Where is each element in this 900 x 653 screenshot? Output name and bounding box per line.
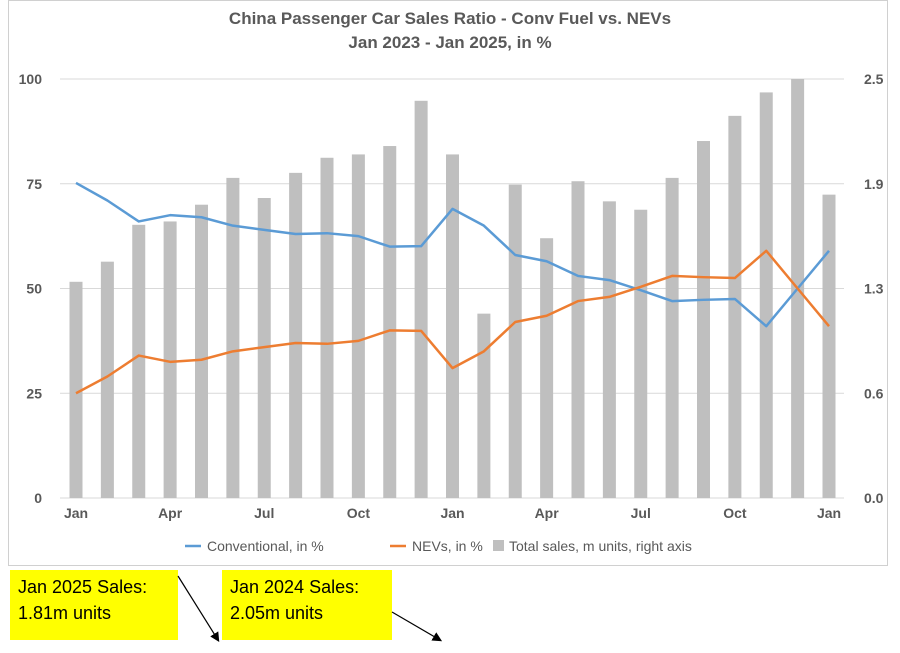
note-line: Jan 2025 Sales:: [18, 577, 148, 597]
note-jan-2024: Jan 2024 Sales: 2.05m units: [222, 570, 392, 640]
x-axis-tick: Jan: [440, 505, 464, 521]
left-axis-tick: 100: [19, 71, 43, 87]
legend-marker: [493, 540, 504, 551]
bar-total-sales: [351, 154, 365, 499]
x-axis-tick: Jul: [631, 505, 651, 521]
note-line: Jan 2024 Sales:: [230, 577, 360, 597]
bar-total-sales: [697, 141, 710, 498]
x-axis-tick: Oct: [347, 505, 371, 521]
bar-total-sales: [132, 224, 146, 498]
line-conventional: [75, 181, 830, 328]
right-axis-tick: 1.9: [864, 176, 884, 192]
x-axis-tick: Oct: [723, 505, 747, 521]
x-axis-tick: Jan: [817, 505, 841, 521]
x-axis-tick: Apr: [158, 505, 183, 521]
bar-total-sales: [571, 181, 585, 498]
legend-label: Total sales, m units, right axis: [509, 538, 692, 554]
right-axis-tick: 2.5: [864, 71, 884, 87]
bar-total-sales: [163, 221, 177, 498]
bar-total-sales: [320, 157, 334, 498]
bar-total-sales: [69, 281, 83, 498]
bar-total-sales: [540, 238, 554, 498]
bar-total-sales: [195, 204, 208, 498]
bar-total-sales: [383, 146, 397, 499]
bar-total-sales: [100, 261, 114, 498]
bar-total-sales: [477, 313, 491, 498]
bar-total-sales: [602, 201, 616, 498]
chart-subtitle: Jan 2023 - Jan 2025, in %: [348, 33, 551, 52]
legend-label: Conventional, in %: [207, 538, 324, 554]
bar-total-sales: [665, 177, 679, 498]
note-jan-2025: Jan 2025 Sales: 1.81m units: [10, 570, 178, 640]
left-axis-tick: 0: [34, 490, 42, 506]
left-axis-tick: 25: [26, 385, 42, 401]
bar-total-sales: [226, 177, 240, 498]
chart-frame: [8, 0, 888, 566]
bar-total-sales: [289, 172, 303, 498]
legend-label: NEVs, in %: [412, 538, 483, 554]
chart-title: China Passenger Car Sales Ratio - Conv F…: [229, 9, 671, 28]
line-nevs: [75, 249, 830, 395]
x-axis-tick: Apr: [535, 505, 560, 521]
bar-total-sales: [822, 194, 836, 499]
bar-total-sales: [728, 115, 742, 498]
bar-total-sales: [634, 209, 648, 498]
right-axis-tick: 0.6: [864, 385, 884, 401]
left-axis-tick: 50: [26, 281, 42, 297]
note-line: 1.81m units: [18, 603, 112, 623]
x-axis-tick: Jan: [64, 505, 88, 521]
bar-total-sales: [508, 184, 522, 498]
x-axis-tick: Jul: [254, 505, 274, 521]
right-axis-tick: 1.3: [864, 281, 884, 297]
note-line: 2.05m units: [230, 603, 324, 623]
right-axis-tick: 0.0: [864, 490, 884, 506]
bar-total-sales: [446, 154, 459, 499]
left-axis-tick: 75: [26, 176, 42, 192]
bar-total-sales: [414, 100, 428, 499]
bar-total-sales: [759, 92, 773, 499]
